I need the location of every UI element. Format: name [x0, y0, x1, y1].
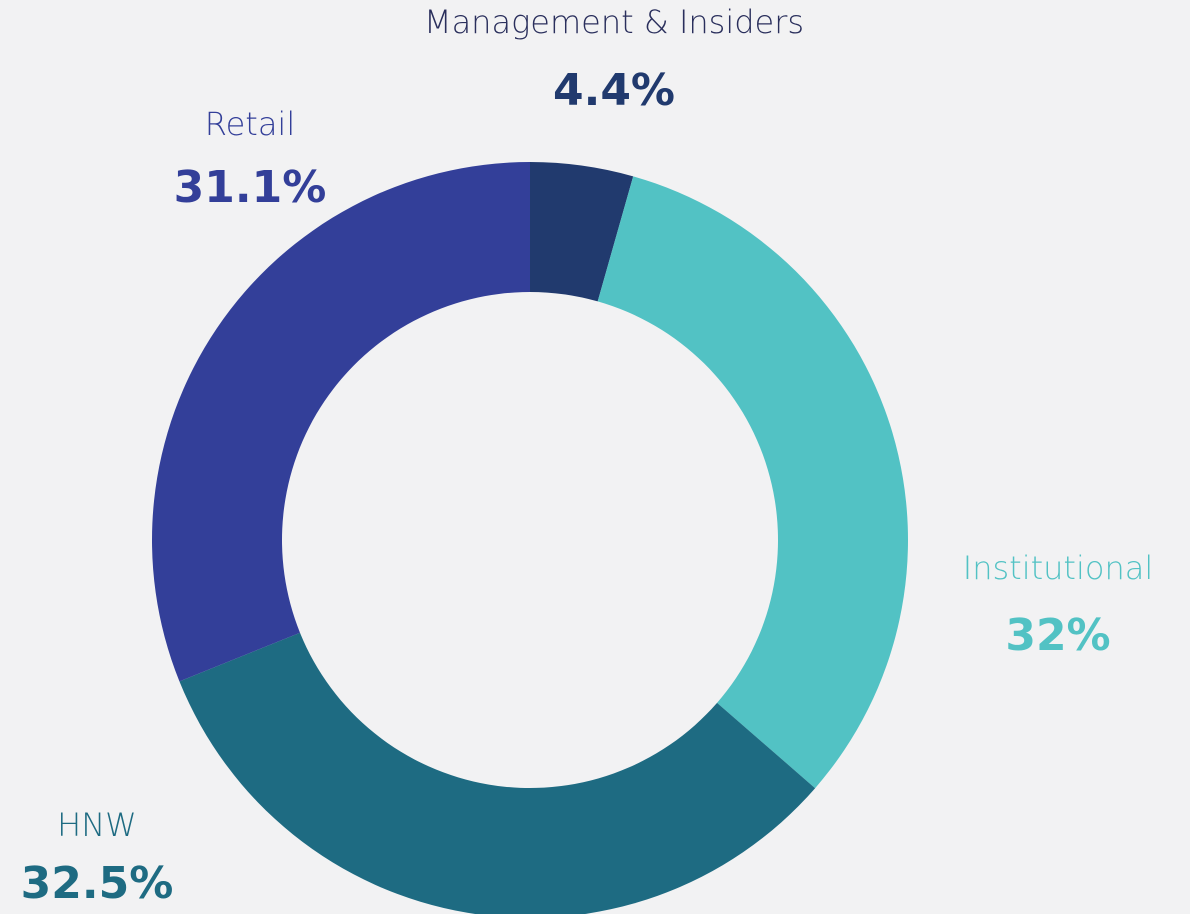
segment-name: Institutional: [963, 549, 1153, 587]
segment-name: Retail: [205, 105, 295, 143]
segment-name: HNW: [57, 806, 137, 844]
donut-segment: [179, 632, 816, 914]
segment-value: 32%: [1005, 610, 1110, 661]
segment-name: Management & Insiders: [424, 3, 804, 41]
donut-segment: [152, 162, 530, 682]
segment-value: 31.1%: [174, 162, 327, 213]
segment-value: 32.5%: [21, 858, 174, 909]
donut-segment: [597, 176, 908, 789]
segment-value: 4.4%: [553, 65, 675, 116]
donut-segment: [530, 162, 634, 302]
